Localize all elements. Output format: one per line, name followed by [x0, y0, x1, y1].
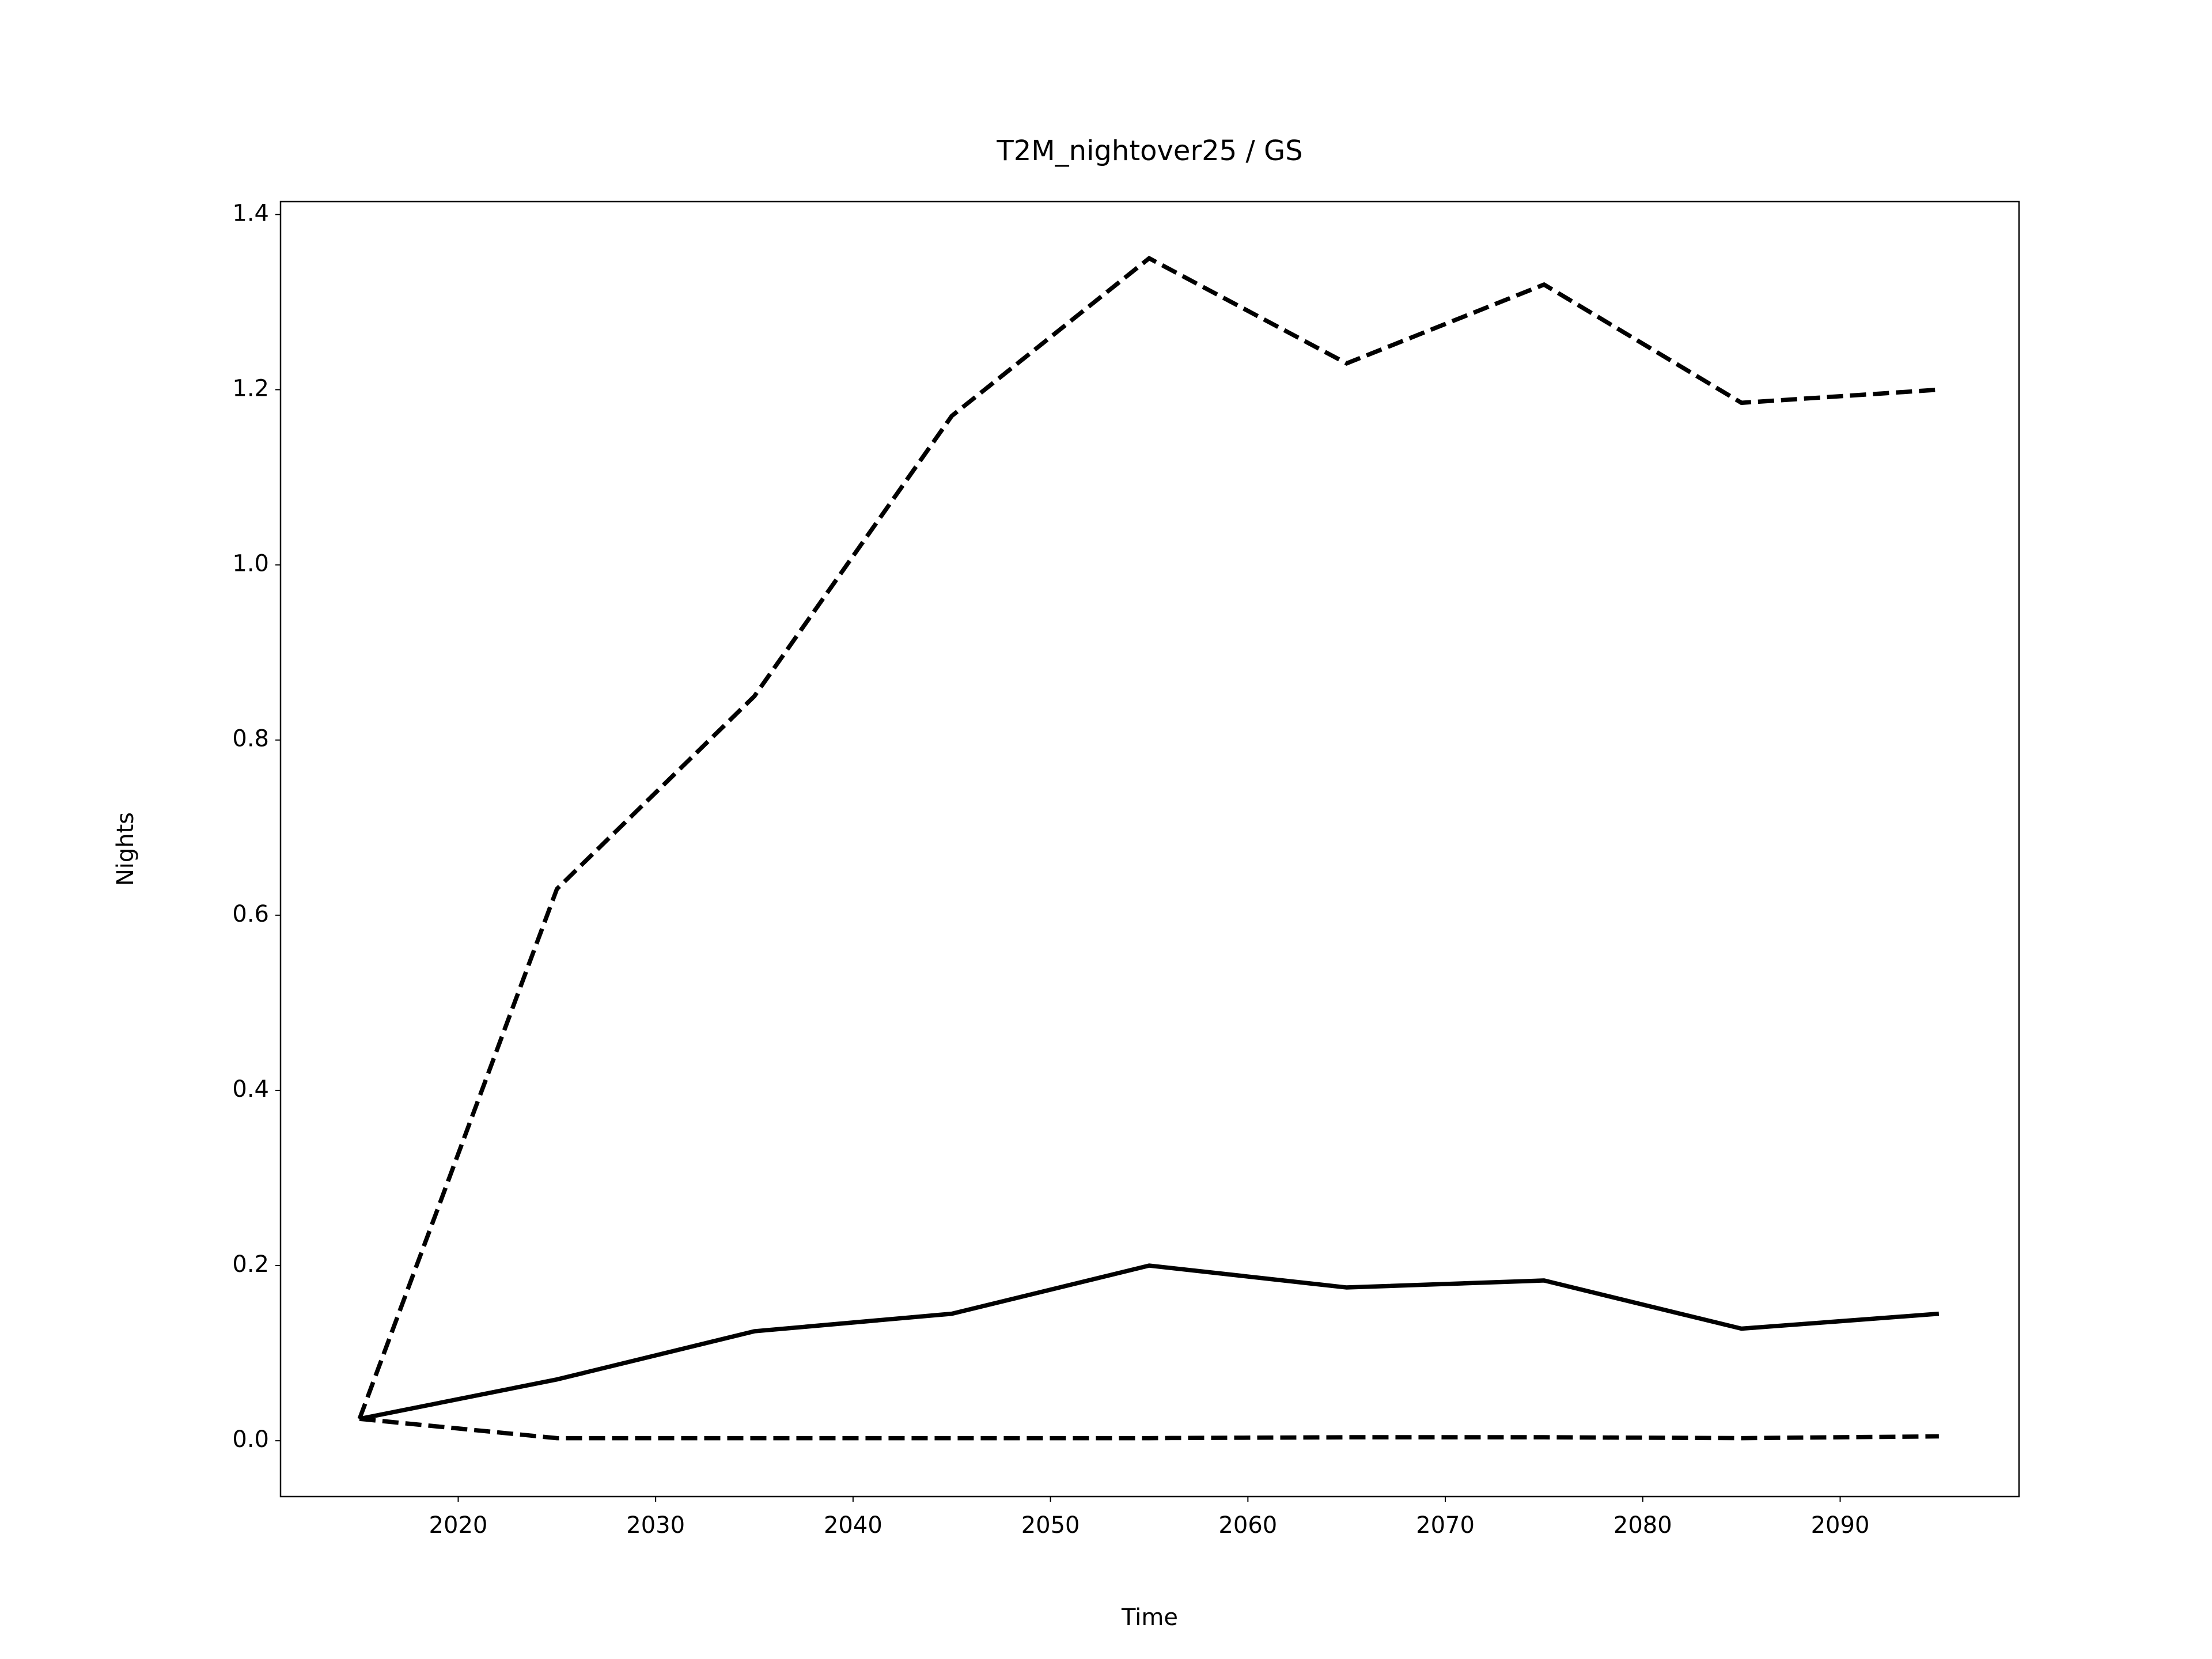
x-tick-label: 2050: [1021, 1512, 1080, 1539]
line-series: [359, 1263, 1940, 1421]
y-tick-label: 0.8: [232, 726, 269, 752]
y-axis-label: Nights: [112, 812, 139, 886]
x-tick-label: 2080: [1613, 1512, 1672, 1539]
plot-frame: [279, 200, 2020, 1498]
line-series: [359, 1416, 1939, 1441]
y-tick-label: 0.0: [232, 1426, 269, 1453]
x-tick-label: 2060: [1218, 1512, 1277, 1539]
x-tick-label: 2020: [429, 1512, 488, 1539]
x-tick-label: 2030: [626, 1512, 685, 1539]
x-tick-label: 2090: [1811, 1512, 1870, 1539]
line-series: [357, 255, 1940, 1420]
x-tick-label: 2070: [1416, 1512, 1475, 1539]
chart-title: T2M_nightover25 / GS: [996, 135, 1302, 167]
y-tick-label: 0.6: [232, 901, 269, 927]
y-tick-label: 1.2: [232, 375, 269, 402]
y-tick-label: 1.0: [232, 551, 269, 577]
y-tick-label: 0.4: [232, 1076, 269, 1103]
y-tick-label: 1.4: [232, 200, 269, 226]
y-tick-label: 0.2: [232, 1251, 269, 1278]
x-tick-label: 2040: [824, 1512, 882, 1539]
x-axis-label: Time: [1121, 1604, 1178, 1631]
